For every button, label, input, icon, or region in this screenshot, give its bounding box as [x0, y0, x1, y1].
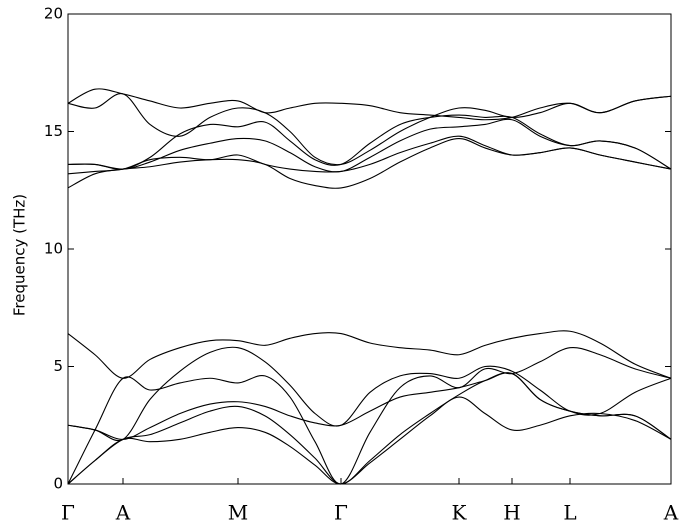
y-tick-label: 0	[53, 475, 63, 493]
y-axis-label: Frequency (THz)	[11, 194, 29, 316]
x-tick-label: K	[452, 501, 468, 525]
x-tick-label: A	[663, 501, 679, 525]
y-tick-label: 10	[44, 240, 63, 258]
x-tick-label: M	[228, 501, 248, 525]
band-line	[67, 137, 672, 189]
band-line	[67, 372, 672, 440]
x-tick-label: Γ	[334, 501, 348, 525]
band-line	[67, 330, 672, 379]
y-tick-label: 20	[44, 5, 63, 23]
y-tick-label: 15	[44, 122, 63, 140]
band-line	[67, 88, 672, 121]
band-line	[67, 114, 672, 170]
y-tick-label: 5	[53, 357, 63, 375]
x-tick-label: Γ	[61, 501, 75, 525]
x-tick-label: H	[503, 501, 520, 525]
band-line	[67, 396, 672, 485]
band-line	[67, 346, 672, 442]
band-line	[67, 118, 672, 173]
band-line	[67, 93, 672, 166]
band-line	[67, 135, 672, 175]
x-tick-label: L	[563, 501, 576, 525]
band-line	[67, 346, 672, 485]
plot-frame	[67, 13, 672, 485]
x-tick-label: A	[115, 501, 131, 525]
